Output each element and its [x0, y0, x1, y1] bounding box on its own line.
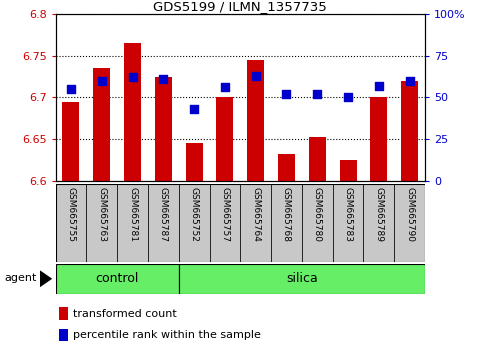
Bar — [216, 97, 233, 181]
Point — [190, 106, 198, 112]
Text: GSM665790: GSM665790 — [405, 187, 414, 242]
Point — [67, 86, 75, 92]
Point — [375, 83, 383, 88]
Bar — [240, 184, 271, 262]
Bar — [364, 184, 394, 262]
Bar — [340, 160, 356, 181]
Bar — [59, 307, 69, 320]
Point — [406, 78, 413, 84]
Text: GSM665781: GSM665781 — [128, 187, 137, 242]
Bar — [86, 184, 117, 262]
Bar — [370, 97, 387, 181]
Bar — [148, 184, 179, 262]
Text: silica: silica — [286, 272, 318, 285]
Text: GSM665783: GSM665783 — [343, 187, 353, 242]
Text: GSM665764: GSM665764 — [251, 187, 260, 242]
Bar — [59, 329, 69, 341]
Bar — [309, 137, 326, 181]
Point — [252, 73, 259, 79]
Bar — [247, 60, 264, 181]
Title: GDS5199 / ILMN_1357735: GDS5199 / ILMN_1357735 — [154, 0, 327, 13]
Bar — [210, 184, 240, 262]
Text: GSM665755: GSM665755 — [67, 187, 75, 242]
Text: GSM665768: GSM665768 — [282, 187, 291, 242]
Bar — [155, 76, 172, 181]
Text: percentile rank within the sample: percentile rank within the sample — [73, 330, 261, 340]
Bar — [185, 143, 202, 181]
Point — [283, 91, 290, 97]
Text: GSM665789: GSM665789 — [374, 187, 384, 242]
Point — [313, 91, 321, 97]
Point — [98, 78, 106, 84]
Bar — [62, 102, 79, 181]
Text: control: control — [96, 272, 139, 285]
Point — [159, 76, 167, 82]
Bar — [333, 184, 364, 262]
Bar — [117, 184, 148, 262]
Point — [128, 75, 136, 80]
Bar — [394, 184, 425, 262]
Bar — [124, 43, 141, 181]
Point — [221, 85, 229, 90]
Bar — [271, 184, 302, 262]
Bar — [179, 264, 425, 294]
Bar — [56, 264, 179, 294]
Point — [344, 95, 352, 100]
Text: GSM665757: GSM665757 — [220, 187, 229, 242]
Text: GSM665780: GSM665780 — [313, 187, 322, 242]
Text: GSM665787: GSM665787 — [159, 187, 168, 242]
Text: agent: agent — [4, 273, 37, 283]
Bar — [401, 81, 418, 181]
Bar — [278, 154, 295, 181]
Polygon shape — [40, 270, 52, 287]
Text: transformed count: transformed count — [73, 309, 177, 319]
Text: GSM665763: GSM665763 — [97, 187, 106, 242]
Bar — [302, 184, 333, 262]
Bar — [56, 184, 86, 262]
Bar — [93, 68, 110, 181]
Text: GSM665752: GSM665752 — [190, 187, 199, 242]
Bar — [179, 184, 210, 262]
